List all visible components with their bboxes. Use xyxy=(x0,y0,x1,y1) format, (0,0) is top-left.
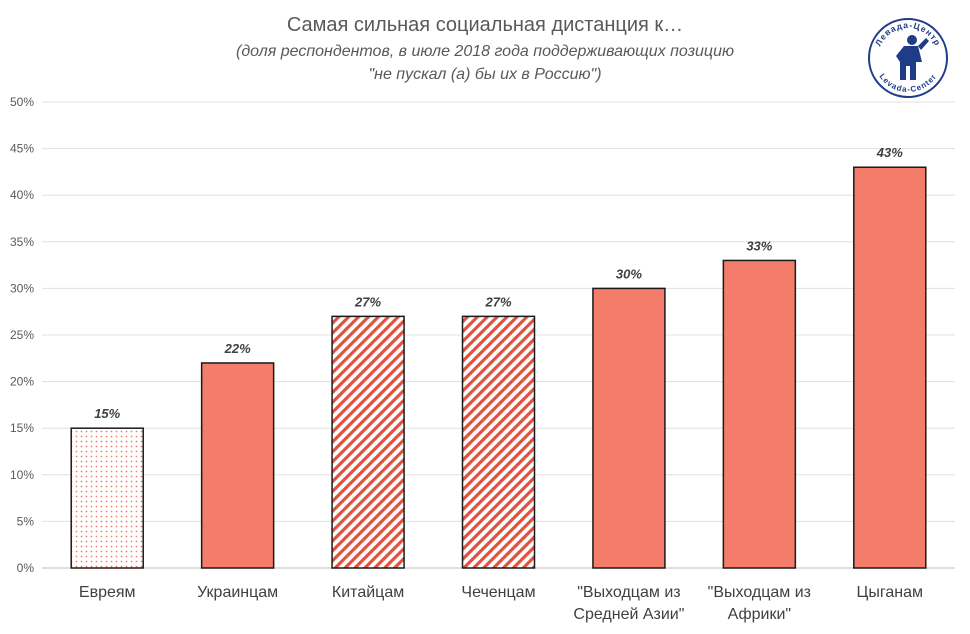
x-category-label: Евреям xyxy=(79,584,136,601)
x-category-label: "Выходцам из xyxy=(708,584,811,601)
bar xyxy=(592,287,666,569)
levada-center-logo: Левада-Центр Levada-Center xyxy=(868,18,948,98)
bar xyxy=(722,259,797,569)
bars xyxy=(70,166,927,569)
data-label: 27% xyxy=(484,294,511,309)
y-tick-label: 50% xyxy=(10,95,34,109)
chart-subtitle-line-2: "не пускал (а) бы их в Россию") xyxy=(368,66,602,83)
y-tick-label: 20% xyxy=(10,375,34,389)
y-axis-tick-labels: 0% 5% 10% 15% 20% 25% 30% 35% 40% 45% 50% xyxy=(10,95,34,575)
chart-title: Самая сильная социальная дистанция к… xyxy=(286,14,684,36)
y-tick-label: 30% xyxy=(10,281,34,295)
x-category-label: Китайцам xyxy=(332,584,404,601)
bar xyxy=(853,166,927,569)
y-tick-label: 10% xyxy=(10,468,34,482)
x-category-label: Чеченцам xyxy=(461,584,535,601)
x-category-label: "Выходцам из xyxy=(577,584,680,601)
x-category-label: Украинцам xyxy=(197,584,278,601)
y-tick-label: 15% xyxy=(10,421,34,435)
data-label: 43% xyxy=(876,145,903,160)
y-tick-label: 45% xyxy=(10,142,34,156)
data-label: 22% xyxy=(224,341,251,356)
data-label: 15% xyxy=(94,406,120,421)
y-tick-label: 5% xyxy=(17,514,35,528)
data-label: 27% xyxy=(354,294,381,309)
bar xyxy=(331,315,405,569)
x-category-label: Средней Азии" xyxy=(573,606,684,623)
data-label: 33% xyxy=(746,238,772,253)
x-axis-category-labels: Евреям Украинцам Китайцам Чеченцам "Выходцам… xyxy=(79,584,923,623)
y-tick-label: 40% xyxy=(10,188,34,202)
data-label: 30% xyxy=(616,266,642,281)
y-tick-label: 0% xyxy=(17,561,35,575)
x-category-label: Цыганам xyxy=(857,584,923,601)
data-labels: 15% 22% 27% 27% 30% 33% 43% xyxy=(94,145,903,421)
bar xyxy=(461,315,536,569)
logo-figure-icon xyxy=(896,35,929,80)
bar xyxy=(200,362,275,569)
bar xyxy=(70,427,144,569)
chart-subtitle-line-1: (доля респондентов, в июле 2018 года под… xyxy=(235,43,734,60)
x-category-label: Африки" xyxy=(728,606,791,623)
y-tick-label: 25% xyxy=(10,328,34,342)
y-tick-label: 35% xyxy=(10,235,34,249)
